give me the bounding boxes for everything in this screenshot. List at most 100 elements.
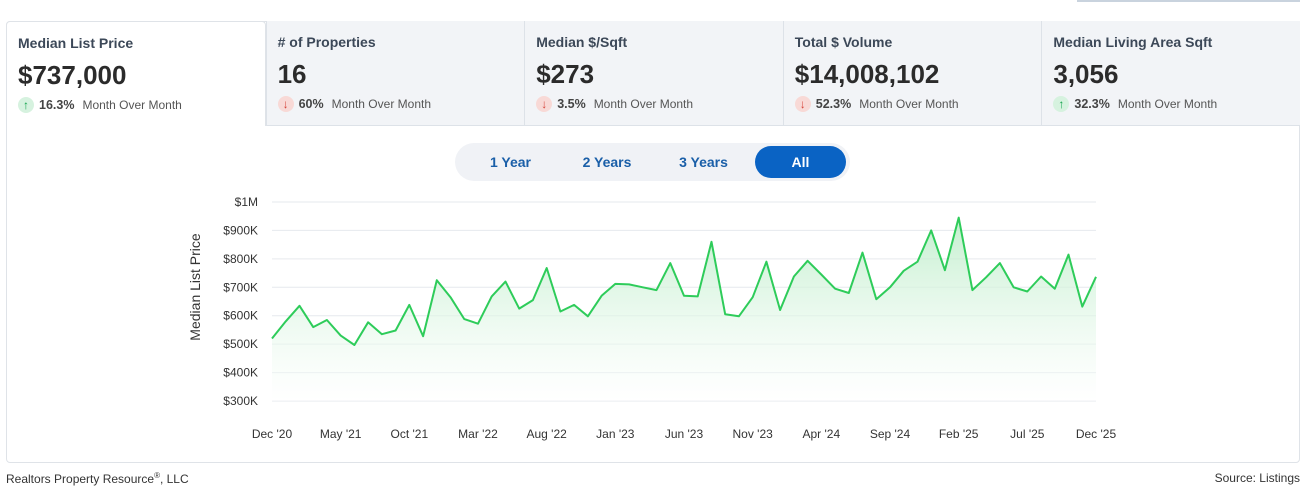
arrow-down-icon: ↓ bbox=[277, 96, 294, 112]
data-point bbox=[917, 261, 919, 263]
x-tick-label: May '21 bbox=[320, 427, 362, 441]
x-tick-label: Sep '24 bbox=[870, 427, 911, 441]
y-tick-label: $900K bbox=[223, 223, 258, 237]
data-point bbox=[285, 320, 287, 322]
data-point bbox=[628, 283, 630, 285]
y-axis-label: Median List Price bbox=[187, 233, 203, 341]
x-tick-label: Dec '25 bbox=[1076, 427, 1117, 441]
data-point bbox=[1081, 306, 1083, 308]
data-point bbox=[326, 319, 328, 321]
registered-mark: ® bbox=[154, 471, 160, 480]
stat-change-period: Month Over Month bbox=[1117, 97, 1218, 111]
y-tick-label: $300K bbox=[223, 394, 258, 408]
stat-value: $273 bbox=[536, 59, 595, 89]
x-tick-label: Nov '23 bbox=[733, 427, 774, 441]
data-point bbox=[669, 262, 671, 264]
stat-change: ↓ 52.3% Month Over Month bbox=[794, 95, 1042, 113]
data-point bbox=[985, 276, 987, 278]
range-1-year-button[interactable]: 1 Year bbox=[489, 154, 531, 170]
data-point bbox=[642, 286, 644, 288]
x-tick-label: Feb '25 bbox=[939, 427, 979, 441]
data-point bbox=[683, 295, 685, 297]
data-point bbox=[697, 295, 699, 297]
range-all-button[interactable]: All bbox=[755, 146, 846, 178]
data-point bbox=[491, 295, 493, 297]
y-tick-label: $400K bbox=[223, 366, 258, 380]
data-point bbox=[367, 321, 369, 323]
stat-card-median-price-per-sqft[interactable]: Median $/Sqft $273 ↓ 3.5% Month Over Mon… bbox=[524, 21, 783, 126]
data-point bbox=[999, 262, 1001, 264]
data-point bbox=[958, 217, 960, 219]
stats-row: Median List Price $737,000 ↑ 16.3% Month… bbox=[6, 21, 1300, 126]
data-point bbox=[1013, 286, 1015, 288]
data-point bbox=[546, 267, 548, 269]
x-tick-label: Aug '22 bbox=[527, 427, 568, 441]
y-tick-label: $700K bbox=[223, 280, 258, 294]
stat-change: ↓ 3.5% Month Over Month bbox=[536, 95, 783, 113]
x-tick-label: Apr '24 bbox=[803, 427, 841, 441]
data-point bbox=[299, 305, 301, 307]
stat-change-pct: 16.3% bbox=[39, 98, 75, 112]
stat-change: ↑ 16.3% Month Over Month bbox=[18, 96, 265, 114]
median-list-price-chart: $1M $900K $800K $700K $600K $500K $400K $300K De… bbox=[187, 195, 1117, 441]
range-2-years-button[interactable]: 2 Years bbox=[582, 154, 632, 170]
arrow-down-icon: ↓ bbox=[794, 96, 811, 112]
stat-card-median-list-price[interactable]: Median List Price $737,000 ↑ 16.3% Month… bbox=[6, 21, 266, 126]
data-point bbox=[614, 283, 616, 285]
data-point bbox=[505, 281, 507, 283]
stat-label: Median $/Sqft bbox=[536, 34, 628, 50]
stat-card-total-volume[interactable]: Total $ Volume $14,008,102 ↓ 52.3% Month… bbox=[782, 21, 1042, 126]
arrow-up-icon: ↑ bbox=[1053, 96, 1070, 112]
data-point bbox=[752, 296, 754, 298]
data-point bbox=[738, 315, 740, 317]
data-point bbox=[971, 289, 973, 291]
data-point bbox=[532, 299, 534, 301]
stat-value: $14,008,102 bbox=[794, 59, 940, 89]
data-point bbox=[518, 308, 520, 310]
data-point bbox=[765, 261, 767, 263]
y-tick-label: $800K bbox=[223, 252, 258, 266]
stat-label: Median List Price bbox=[18, 35, 134, 51]
stat-label: Total $ Volume bbox=[794, 34, 893, 50]
data-point bbox=[340, 335, 342, 337]
stat-change: ↑ 32.3% Month Over Month bbox=[1053, 95, 1300, 113]
data-point bbox=[587, 315, 589, 317]
x-tick-label: Jan '23 bbox=[596, 427, 635, 441]
data-point bbox=[312, 326, 314, 328]
y-tick-label: $1M bbox=[235, 195, 258, 209]
x-tick-label: Jul '25 bbox=[1010, 427, 1045, 441]
stat-change-pct: 60% bbox=[298, 97, 324, 111]
data-point bbox=[903, 270, 905, 272]
data-point bbox=[1054, 288, 1056, 290]
range-3-years-button[interactable]: 3 Years bbox=[679, 154, 728, 170]
time-range-selector: 1 Year 2 Years 3 Years All bbox=[455, 143, 850, 181]
data-point bbox=[381, 333, 383, 335]
data-point bbox=[395, 330, 397, 332]
y-tick-label: $500K bbox=[223, 337, 258, 351]
stat-change-period: Month Over Month bbox=[593, 97, 694, 111]
stat-change-period: Month Over Month bbox=[331, 97, 431, 111]
data-point bbox=[408, 304, 410, 306]
data-point bbox=[436, 279, 438, 281]
data-point bbox=[1095, 276, 1097, 278]
stat-change-pct: 32.3% bbox=[1074, 97, 1110, 111]
stat-value: 16 bbox=[277, 59, 307, 89]
data-point bbox=[656, 289, 658, 291]
data-point bbox=[711, 241, 713, 243]
stat-change-pct: 3.5% bbox=[557, 97, 586, 111]
series-area-fill bbox=[272, 217, 1096, 401]
stat-label: # of Properties bbox=[277, 34, 376, 50]
series-line bbox=[271, 216, 1097, 346]
x-tick-label: Jun '23 bbox=[665, 427, 704, 441]
footer-attribution: Realtors Property Resource®, LLC bbox=[6, 471, 189, 486]
data-point bbox=[779, 309, 781, 311]
stat-card-median-living-area[interactable]: Median Living Area Sqft 3,056 ↑ 32.3% Mo… bbox=[1041, 21, 1300, 126]
data-point bbox=[573, 304, 575, 306]
data-point bbox=[834, 288, 836, 290]
stat-card-number-of-properties[interactable]: # of Properties 16 ↓ 60% Month Over Mont… bbox=[265, 21, 525, 126]
stat-label: Median Living Area Sqft bbox=[1053, 34, 1213, 50]
x-tick-label: Mar '22 bbox=[458, 427, 498, 441]
stat-value: $737,000 bbox=[18, 60, 127, 90]
x-tick-label: Dec '20 bbox=[252, 427, 293, 441]
footer-company: Realtors Property Resource bbox=[6, 472, 155, 486]
